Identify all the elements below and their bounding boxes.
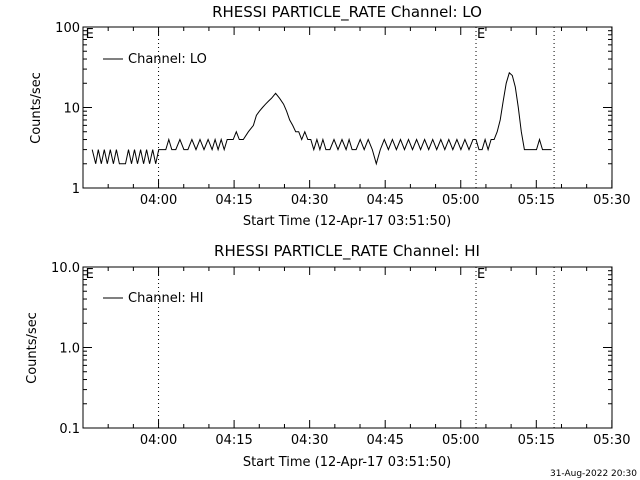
y-tick-label: 1.0 [59,342,80,357]
plot-frame [82,26,613,189]
x-tick-label: 04:00 [140,433,177,448]
x-tick-label: 04:15 [215,193,252,208]
y-tick-label: 1 [72,182,80,197]
date-stamp: 31-Aug-2022 20:30 [550,469,637,479]
x-tick-label: 05:30 [593,193,630,208]
x-tick-label: 05:15 [518,193,555,208]
y-tick-label: 10.0 [51,261,80,276]
y-tick-label: 10 [63,102,80,117]
x-axis-label: Start Time (12-Apr-17 03:51:50) [243,214,451,229]
x-tick-label: 04:15 [215,433,252,448]
x-tick-label: 04:00 [140,193,177,208]
legend-entry: Channel: LO [128,52,207,67]
event-marker: E [477,27,485,42]
lo-channel-panel: RHESSI PARTICLE_RATE Channel: LO Counts/… [29,3,631,229]
tick-labels: 04:00 04:15 04:30 04:45 05:00 05:15 05:30 1 10 10… [55,21,630,208]
series-line [91,71,552,166]
event-marker: E [477,267,485,282]
event-marker: E [86,27,94,42]
chart-title: RHESSI PARTICLE_RATE Channel: LO [212,3,482,22]
y-axis-label: Counts/sec [25,312,40,384]
x-tick-label: 04:45 [366,193,403,208]
legend: Channel: LO [103,52,207,67]
event-marker: E [86,267,94,282]
y-axis-label: Counts/sec [29,72,44,144]
x-tick-label: 05:00 [442,193,479,208]
series-layer [91,71,552,166]
y-tick-label: 0.1 [59,422,80,437]
x-tick-label: 05:30 [593,433,630,448]
y-tick-label: 100 [55,21,80,36]
x-axis-label: Start Time (12-Apr-17 03:51:50) [243,455,451,470]
tick-labels: 04:00 04:15 04:30 04:45 05:00 05:15 05:30 0.1 1.… [51,261,631,448]
x-tick-label: 05:15 [518,433,555,448]
chart-title: RHESSI PARTICLE_RATE Channel: HI [214,242,480,261]
x-tick-label: 04:30 [291,433,328,448]
legend-entry: Channel: HI [128,291,204,306]
tick-marks [83,266,613,429]
plot-frame [82,266,613,429]
legend: Channel: HI [103,291,204,306]
x-tick-label: 04:45 [366,433,403,448]
hi-channel-panel: RHESSI PARTICLE_RATE Channel: HI Counts/… [25,242,631,470]
x-tick-label: 04:30 [291,193,328,208]
x-tick-label: 05:00 [442,433,479,448]
